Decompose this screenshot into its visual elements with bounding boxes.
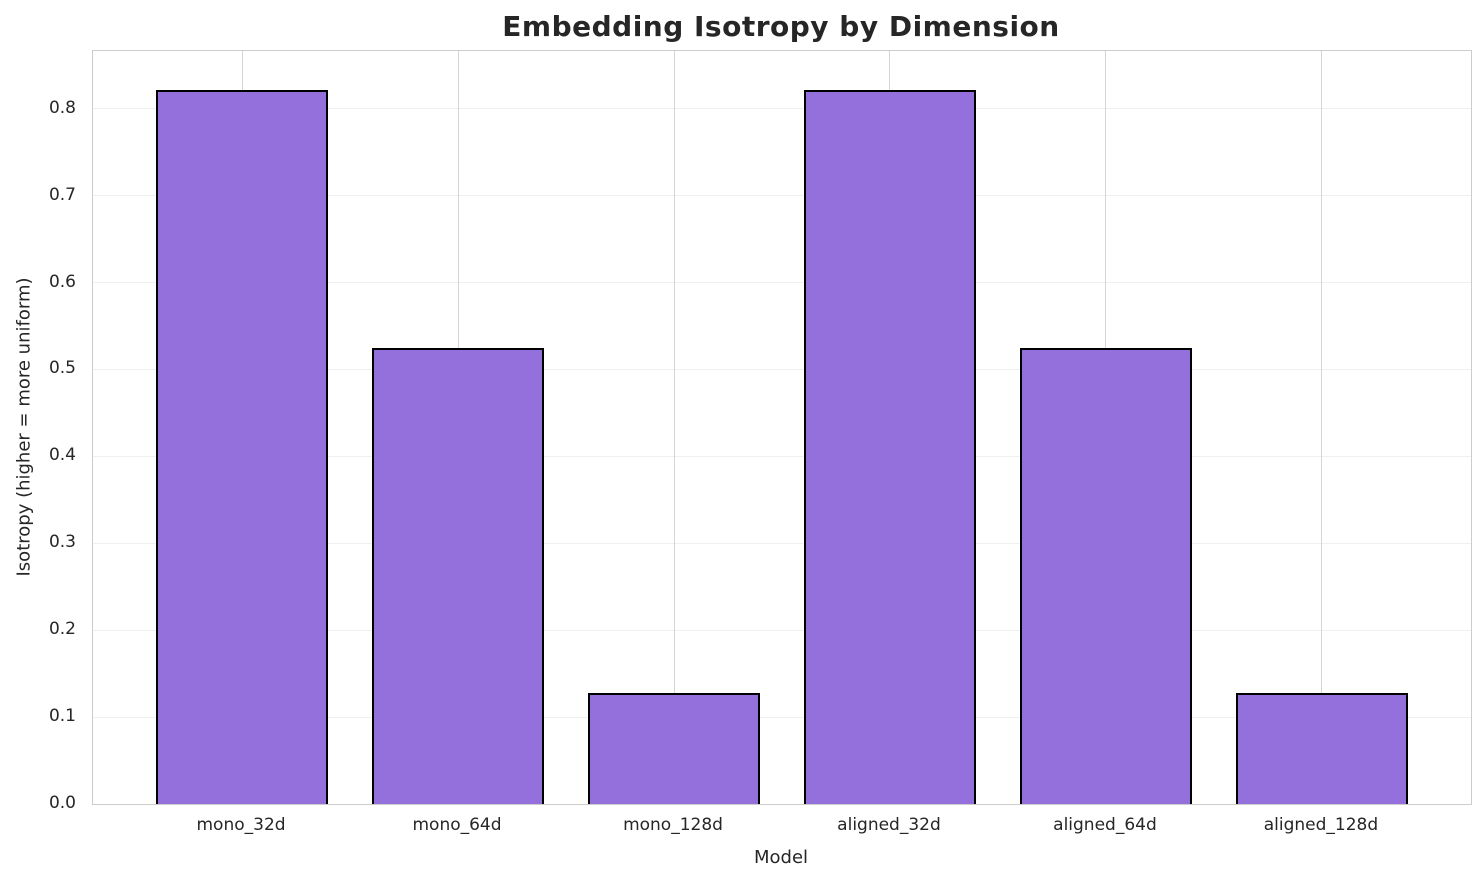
x-gridline bbox=[1321, 51, 1323, 804]
x-tick-label: aligned_32d bbox=[837, 815, 941, 835]
y-gridline bbox=[93, 195, 1471, 197]
y-tick-label: 0.1 bbox=[48, 706, 76, 727]
y-tick-label: 0.0 bbox=[48, 793, 76, 813]
x-tick-label: aligned_128d bbox=[1263, 815, 1379, 835]
bar-aligned_128d bbox=[1235, 692, 1409, 804]
y-gridline bbox=[93, 108, 1471, 110]
x-gridline bbox=[673, 51, 675, 804]
y-tick-label: 0.7 bbox=[48, 184, 76, 205]
y-tick-label: 0.8 bbox=[48, 97, 76, 118]
y-gridline bbox=[93, 716, 1471, 718]
x-tick-label: mono_32d bbox=[196, 815, 286, 835]
bar-aligned_64d bbox=[1019, 347, 1193, 804]
bar-mono_128d bbox=[587, 692, 761, 804]
y-tick-label: 0.3 bbox=[48, 532, 76, 553]
x-tick-label: mono_128d bbox=[623, 815, 723, 835]
x-axis-label: Model bbox=[753, 847, 809, 868]
y-gridline bbox=[93, 282, 1471, 284]
bar-mono_64d bbox=[371, 347, 545, 804]
y-tick-label: 0.4 bbox=[48, 445, 76, 466]
y-tick-label: 0.2 bbox=[48, 619, 76, 640]
y-gridline bbox=[93, 629, 1471, 631]
y-tick-label: 0.5 bbox=[48, 358, 76, 379]
bar-mono_32d bbox=[155, 89, 329, 804]
chart-title: Embedding Isotropy by Dimension bbox=[502, 10, 1060, 43]
x-tick-label: mono_64d bbox=[412, 815, 502, 835]
x-tick-label: aligned_64d bbox=[1053, 815, 1157, 835]
y-gridline bbox=[93, 368, 1471, 370]
y-gridline bbox=[93, 542, 1471, 544]
y-tick-label: 0.6 bbox=[48, 271, 76, 292]
y-gridline bbox=[93, 455, 1471, 457]
plot-area bbox=[92, 50, 1472, 805]
bar-aligned_32d bbox=[803, 89, 977, 804]
